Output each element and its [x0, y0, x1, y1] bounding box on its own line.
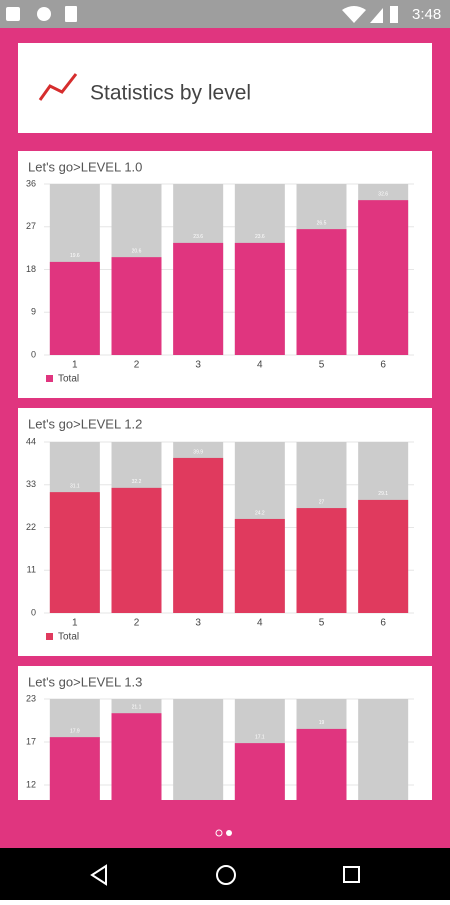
- value-label: 23.6: [255, 234, 265, 240]
- bar: [111, 487, 162, 613]
- bar: [358, 200, 409, 355]
- value-label: 24.2: [255, 510, 265, 516]
- value-label: 27: [319, 499, 325, 505]
- value-label: 17.1: [255, 734, 265, 740]
- x-tick-label: 1: [72, 618, 78, 629]
- x-tick-label: 3: [195, 360, 201, 371]
- legend-label: Total: [58, 632, 79, 643]
- time: 3:48: [412, 6, 441, 23]
- bar: [111, 713, 162, 800]
- x-tick-label: 5: [319, 360, 325, 371]
- bar: [234, 518, 285, 613]
- y-tick-label: 22: [26, 522, 36, 532]
- bar: [49, 737, 100, 800]
- value-label: 21.1: [132, 705, 142, 711]
- legend-label: Total: [58, 374, 79, 385]
- wifi-icon: [342, 6, 366, 23]
- chart: Let's go>LEVEL 1.2 0 11 22 33 44 31.1 1 32.2 2 39.…: [26, 416, 414, 643]
- status-icon: [6, 7, 20, 21]
- value-label: 19.6: [70, 253, 80, 259]
- value-label: 17.9: [70, 728, 80, 734]
- value-label: 20.6: [132, 248, 142, 254]
- status-icon: [65, 6, 77, 22]
- y-tick-label: 0: [31, 349, 36, 359]
- header-card: [18, 43, 432, 133]
- signal-icon: [370, 8, 383, 23]
- bar: [234, 242, 285, 355]
- chart-title: Let's go>LEVEL 1.0: [28, 159, 142, 174]
- value-label: 23.6: [193, 234, 203, 240]
- value-label: 32.2: [132, 479, 142, 485]
- bar-background: [358, 699, 409, 800]
- back-button[interactable]: [90, 864, 107, 886]
- value-label: 29.1: [378, 491, 388, 497]
- bar: [358, 499, 409, 613]
- y-tick-label: 0: [31, 607, 36, 617]
- x-tick-label: 2: [134, 618, 140, 629]
- y-tick-label: 33: [26, 479, 36, 489]
- bar: [173, 242, 224, 355]
- x-tick-label: 6: [380, 360, 386, 371]
- y-tick-label: 11: [27, 565, 36, 575]
- chart-title: Let's go>LEVEL 1.2: [28, 416, 142, 431]
- value-label: 31.1: [70, 483, 80, 489]
- value-label: 39.9: [193, 449, 203, 455]
- y-tick-label: 9: [31, 307, 36, 317]
- header-title: Statistics by level: [90, 82, 251, 105]
- bar: [296, 728, 347, 800]
- x-tick-label: 3: [195, 618, 201, 629]
- x-tick-label: 1: [72, 360, 78, 371]
- x-tick-label: 5: [319, 618, 325, 629]
- bar: [296, 508, 347, 613]
- y-tick-label: 36: [26, 178, 36, 188]
- bar: [296, 229, 347, 355]
- page-dot[interactable]: [215, 829, 223, 837]
- bar: [234, 743, 285, 800]
- home-button[interactable]: [216, 865, 236, 885]
- recents-button[interactable]: [343, 866, 360, 883]
- x-tick-label: 4: [257, 618, 263, 629]
- legend-swatch: [46, 633, 53, 640]
- bar-background: [173, 699, 224, 800]
- nav-bar: [0, 848, 450, 900]
- y-tick-label: 23: [26, 693, 36, 703]
- bar: [173, 457, 224, 613]
- value-label: 32.6: [378, 191, 388, 197]
- chart-title: Let's go>LEVEL 1.3: [28, 674, 142, 689]
- chart: Let's go>LEVEL 1.3 12 17 23 17.9 21.1 17.1 19: [26, 674, 414, 800]
- page-dot[interactable]: [226, 830, 232, 836]
- y-tick-label: 18: [26, 264, 36, 274]
- y-tick-label: 17: [26, 736, 36, 746]
- battery-icon: [390, 6, 398, 23]
- y-tick-label: 44: [26, 436, 36, 446]
- x-tick-label: 2: [134, 360, 140, 371]
- x-tick-label: 4: [257, 360, 263, 371]
- y-tick-label: 27: [26, 221, 36, 231]
- value-label: 19: [319, 720, 325, 726]
- legend-swatch: [46, 375, 53, 382]
- status-icon: [37, 7, 51, 21]
- value-label: 26.5: [317, 220, 327, 226]
- charts: Let's go>LEVEL 1.00918273619.6120.6223.6…: [18, 151, 432, 800]
- bar: [49, 261, 100, 355]
- x-tick-label: 6: [380, 618, 386, 629]
- header-icon: [38, 73, 78, 101]
- bar: [49, 492, 100, 613]
- bar: [111, 257, 162, 355]
- chart: Let's go>LEVEL 1.00918273619.6120.6223.6…: [26, 159, 414, 385]
- y-tick-label: 12: [26, 779, 36, 789]
